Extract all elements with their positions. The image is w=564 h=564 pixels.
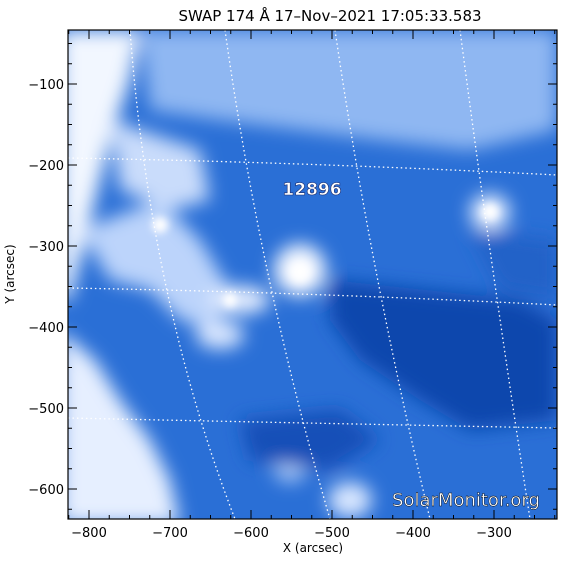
grid-longitude-line <box>459 30 531 519</box>
y-tick-label: −300 <box>28 240 64 255</box>
grid-longitude-line <box>334 30 431 519</box>
image-title: SWAP 174 Å 17–Nov–2021 17:05:33.583 <box>178 6 481 25</box>
solar-image <box>68 30 557 519</box>
active-region-label: 12896 <box>282 180 341 200</box>
plot-frame <box>67 29 558 520</box>
y-axis-ticks: −100 −200 −300 −400 −500 −600 <box>28 43 557 510</box>
x-tick-label: −600 <box>233 526 269 541</box>
y-tick-label: −600 <box>28 483 64 498</box>
x-tick-label: −300 <box>476 526 512 541</box>
x-tick-label: −800 <box>71 526 107 541</box>
grid-longitude-line <box>129 30 236 519</box>
grid-latitude-line <box>68 287 557 306</box>
y-axis-label: Y (arcsec) <box>3 244 17 304</box>
x-tick-label: −700 <box>152 526 188 541</box>
watermark-text: SolarMonitor.org <box>392 490 540 511</box>
y-tick-label: −500 <box>28 402 64 417</box>
y-tick-label: −200 <box>28 159 64 174</box>
grid-latitude-line <box>68 157 557 176</box>
heliographic-grid <box>68 30 557 519</box>
x-axis-label: X (arcsec) <box>283 541 343 555</box>
x-tick-label: −400 <box>395 526 431 541</box>
y-tick-label: −400 <box>28 321 64 336</box>
x-axis-ticks: −800 −700 −600 −500 −400 −300 <box>68 30 556 541</box>
y-tick-label: −100 <box>28 78 64 93</box>
grid-latitude-line <box>68 417 557 429</box>
x-tick-label: −500 <box>314 526 350 541</box>
